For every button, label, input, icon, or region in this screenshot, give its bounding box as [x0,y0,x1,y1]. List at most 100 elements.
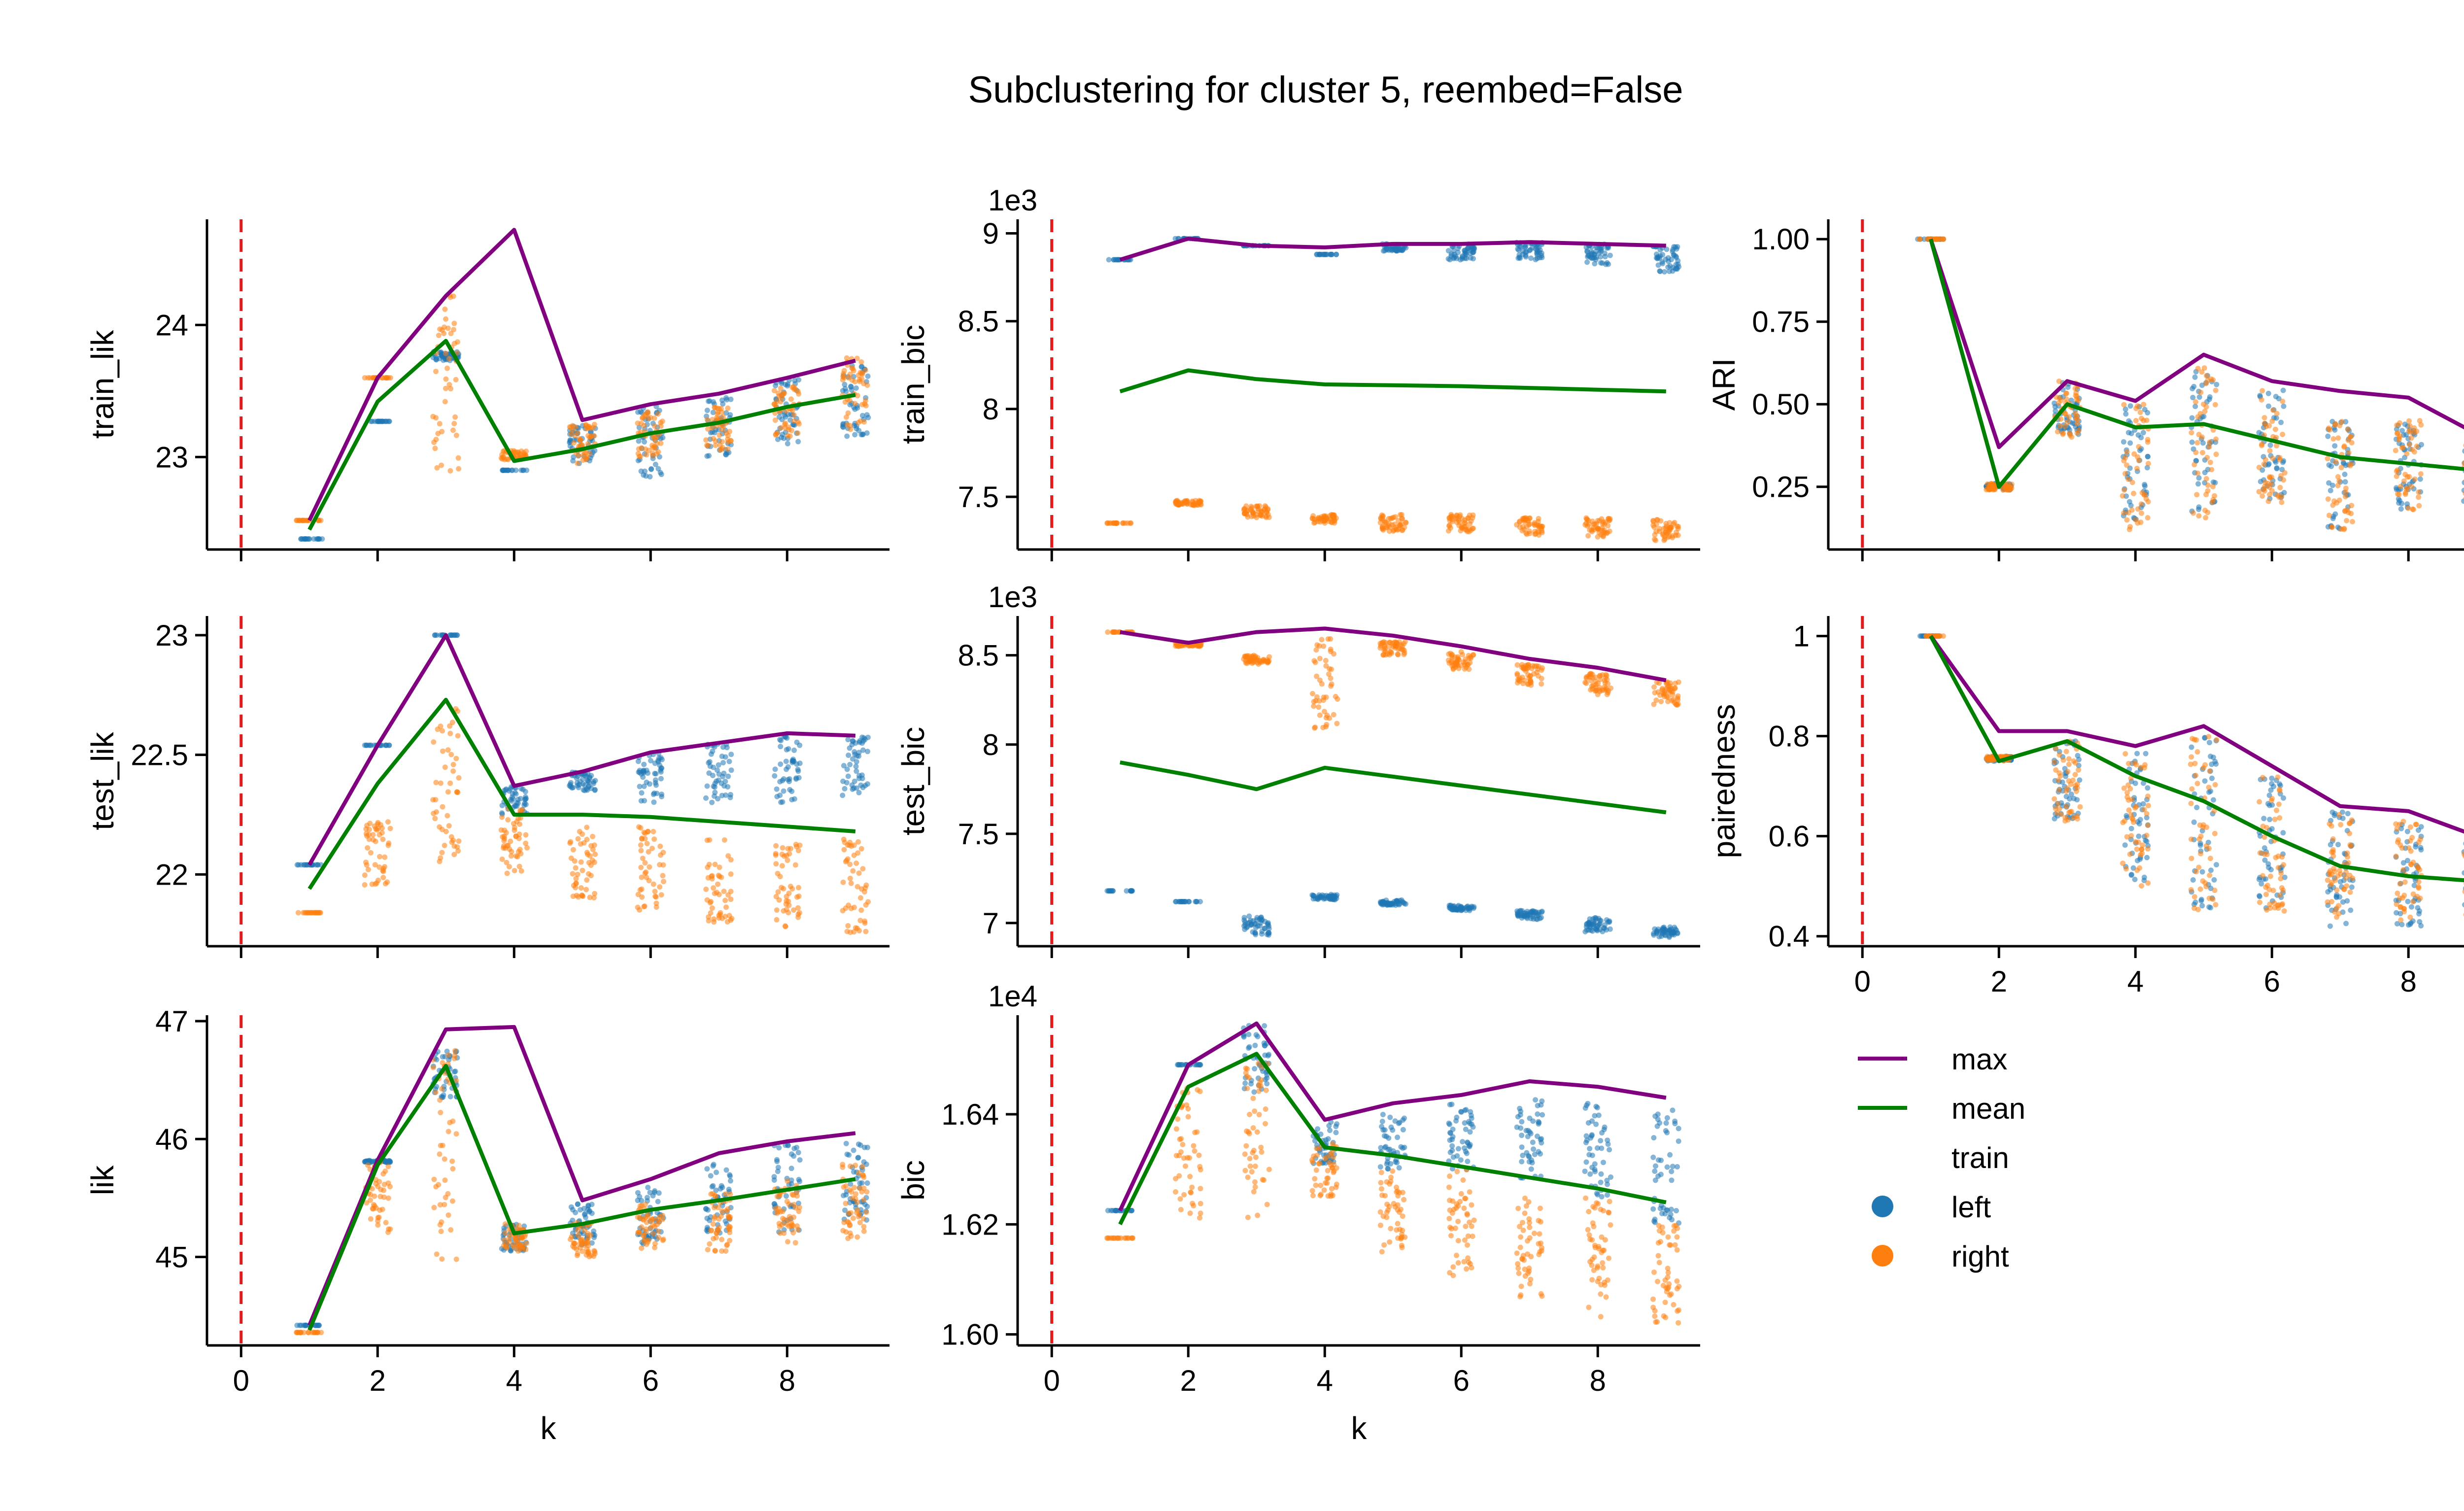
point-right [2065,769,2071,775]
point-right [2122,487,2127,493]
point-right [1402,648,1407,653]
point-right [2202,409,2208,414]
point-left [1539,908,1545,914]
x-tick-label: 8 [779,1364,795,1397]
point-right [2193,399,2198,405]
point-right [451,341,457,346]
y-tick-label: 8 [983,728,999,761]
point-right [591,895,597,901]
point-right [445,747,451,753]
point-right [2335,435,2341,441]
point-left [1172,236,1178,241]
point-right [2256,465,2262,470]
point-left [2214,862,2219,868]
point-right [642,870,648,876]
point-left [1465,906,1471,912]
point-left [2281,403,2287,409]
point-right [1314,642,1320,648]
point-left [2344,898,2350,904]
point-right [655,411,661,417]
point-right [2127,524,2133,530]
point-right [652,444,657,449]
point-right [2345,437,2351,443]
point-right [860,866,866,872]
point-right [638,842,644,848]
point-left [774,786,780,792]
point-right [641,904,647,910]
point-right [1650,518,1656,524]
point-left [2063,773,2069,779]
point-left [316,536,322,542]
y-tick-label: 0.8 [1769,720,1810,753]
point-right [2402,490,2408,496]
point-left [2327,487,2333,493]
point-left [861,735,867,741]
point-right [445,325,451,331]
point-right [445,1052,451,1058]
point-left [1314,251,1320,257]
point-right [2335,482,2341,488]
point-left [1459,253,1465,259]
point-left [2280,830,2286,836]
point-right [450,768,456,774]
point-right [1310,691,1315,696]
point-left [501,467,507,473]
point-right [1266,515,1272,520]
point-left [2415,905,2421,911]
point-right [2348,511,2354,516]
point-right [365,1162,371,1168]
point-right [2135,506,2141,512]
point-right [387,825,393,831]
point-right [2122,471,2128,477]
point-right [517,807,523,813]
point-right [2207,768,2213,774]
point-right [2145,846,2151,852]
point-left [2135,858,2140,863]
point-left [1584,927,1590,933]
point-left [2462,870,2464,876]
point-right [1331,712,1336,718]
point-right [635,892,641,897]
point-right [450,761,456,767]
point-right [2281,862,2287,868]
point-right [1392,521,1398,527]
point-right [703,437,709,443]
point-left [2190,386,2195,392]
point-right [2259,388,2265,394]
point-right [1523,662,1529,668]
point-left [1462,247,1468,253]
point-right [1597,687,1603,693]
point-right [585,441,591,447]
point-right [448,752,454,757]
point-left [2408,920,2414,926]
point-right [2281,477,2287,483]
point-left [778,744,784,750]
y-tick-label: 7 [983,907,999,940]
point-right [859,370,865,376]
point-right [2277,788,2283,793]
point-right [301,1330,307,1336]
point-right [455,848,461,854]
point-right [592,851,598,857]
point-left [859,776,865,782]
point-right [2261,415,2267,421]
point-right [2327,868,2333,874]
point-left [2144,838,2150,844]
series-line-mean [1928,239,2464,489]
point-left [2194,805,2200,810]
point-right [845,410,851,416]
point-left [852,423,857,428]
point-right [639,445,645,451]
point-right [2139,883,2144,889]
point-right [2212,888,2218,893]
point-right [1251,652,1257,658]
point-right [706,918,712,924]
point-left [1667,263,1673,269]
point-right [382,854,388,860]
point-right [785,846,791,852]
point-right [858,907,864,913]
point-left [1193,899,1198,904]
point-right [573,880,579,886]
point-right [2196,432,2202,438]
